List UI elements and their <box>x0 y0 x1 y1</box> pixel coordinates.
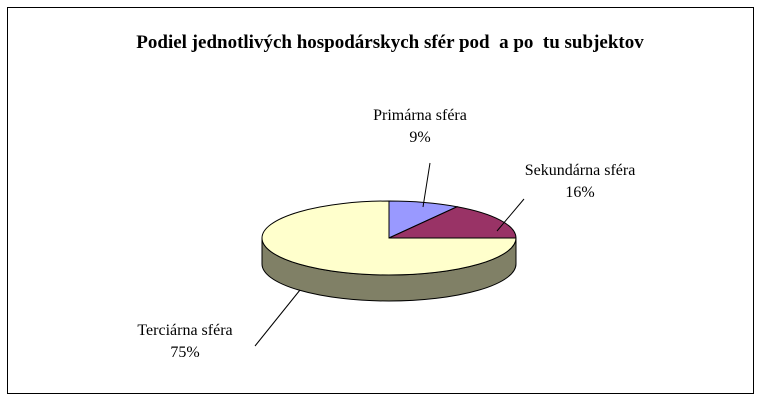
data-label-name: Terciárna sféra <box>137 322 233 339</box>
leader-line <box>496 198 525 232</box>
leader-line <box>422 162 431 208</box>
leader-line <box>254 289 301 347</box>
data-label-value: 75% <box>170 344 200 361</box>
slice <box>261 200 517 276</box>
data-label-value: 9% <box>409 129 431 146</box>
chart-title: Podiel jednotlivých hospodárskych sfér p… <box>136 32 644 53</box>
chart-frame <box>7 7 754 394</box>
data-label-name: Sekundárna sféra <box>524 162 636 179</box>
slice <box>388 206 517 239</box>
data-label-name: Primárna sféra <box>373 107 467 124</box>
data-label-value: 16% <box>565 184 595 201</box>
